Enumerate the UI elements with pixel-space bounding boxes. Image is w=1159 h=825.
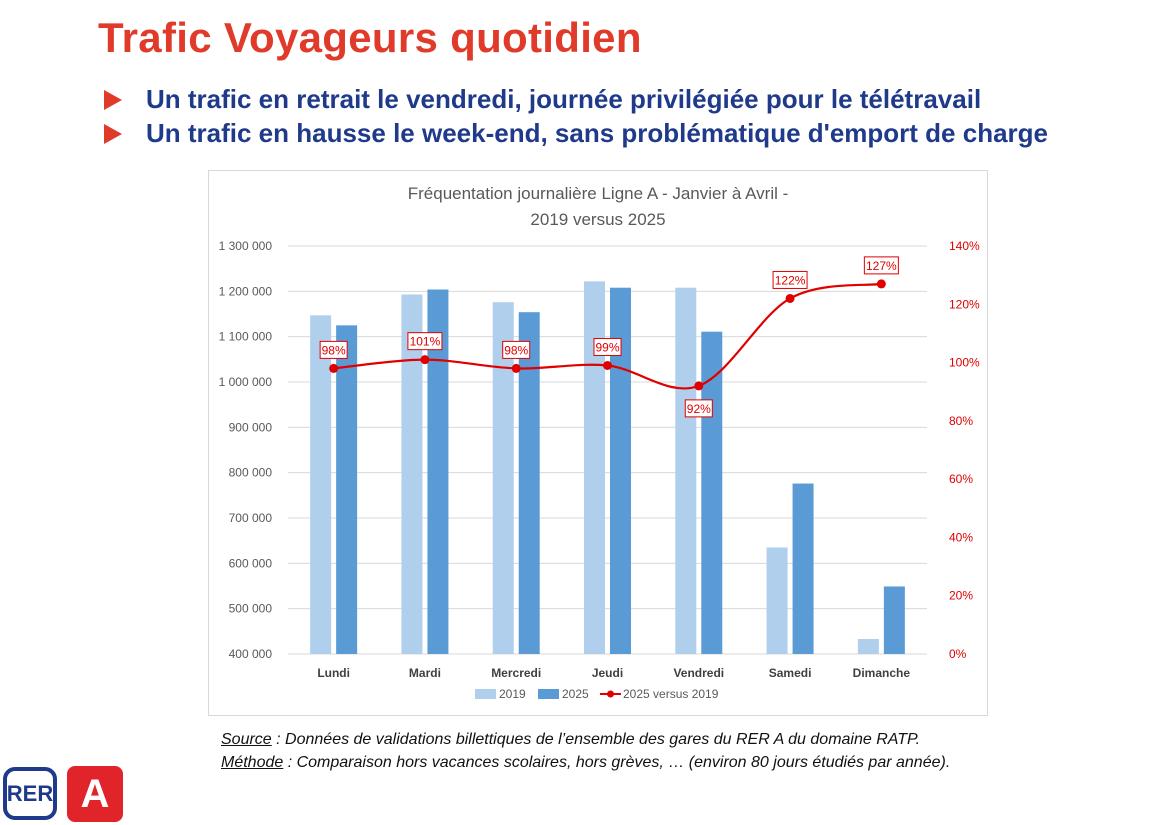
chart-svg: Fréquentation journalière Ligne A - Janv…: [219, 184, 980, 701]
ratio-point: [420, 355, 430, 365]
ratio-label-box: [319, 340, 348, 359]
ratio-label-box: [502, 340, 531, 359]
page-title: Trafic Voyageurs quotidien: [98, 14, 642, 61]
ratio-label: 127%: [866, 259, 897, 273]
ratio-label: 98%: [322, 343, 346, 357]
ratio-label: 98%: [504, 343, 528, 357]
source-text: : Données de validations billettiques de…: [271, 731, 921, 748]
ratio-line: 98% 101% 98% 99% 92% 122% 127%: [319, 256, 899, 418]
legend-marker-ratio: [607, 690, 614, 698]
x-tick-label: Vendredi: [673, 666, 724, 680]
source-line: Source : Données de validations billetti…: [221, 728, 950, 751]
x-tick-label: Samedi: [769, 666, 812, 680]
ratio-label-box: [407, 332, 443, 351]
method-line: Méthode : Comparaison hors vacances scol…: [221, 751, 950, 774]
bars: [310, 281, 905, 654]
x-tick-label: Lundi: [317, 666, 350, 680]
bar-2019: [492, 302, 514, 654]
y-tick-label: 1 000 000: [219, 375, 273, 389]
bar-2025: [701, 331, 723, 654]
legend-label-2019: 2019: [499, 687, 526, 701]
source-notes: Source : Données de validations billetti…: [221, 728, 950, 774]
y2-tick-label: 20%: [949, 589, 973, 603]
bar-2019: [766, 547, 788, 654]
bar-2025: [792, 483, 814, 654]
ratio-point: [785, 293, 795, 303]
x-tick-label: Mardi: [409, 666, 441, 680]
y-tick-label: 1 100 000: [219, 330, 273, 344]
ratio-point: [511, 363, 521, 373]
ratio-label: 99%: [595, 340, 619, 354]
y-tick-label: 900 000: [229, 420, 273, 434]
bar-2025: [336, 325, 358, 654]
bullet-text: Un trafic en retrait le vendredi, journé…: [146, 84, 982, 114]
bullet-item: Un trafic en retrait le vendredi, journé…: [104, 84, 981, 115]
rer-logo: RER: [3, 767, 57, 820]
bar-2025: [610, 287, 631, 654]
ratio-label: 101%: [410, 335, 441, 349]
x-tick-label: Jeudi: [592, 666, 623, 680]
bar-2025: [518, 312, 540, 654]
y2-tick-label: 120%: [949, 297, 980, 311]
y2-tick-label: 0%: [949, 647, 967, 661]
legend-swatch-2019: [475, 689, 496, 699]
ratio-label-box: [772, 270, 808, 289]
ratio-label: 92%: [687, 402, 711, 416]
x-tick-label: Dimanche: [853, 666, 911, 680]
y2-tick-label: 100%: [949, 356, 980, 370]
triangle-bullet-icon: [104, 123, 122, 144]
triangle-bullet-icon: [104, 89, 122, 110]
y-tick-label: 1 200 000: [219, 284, 273, 298]
legend: 2019 2025 2025 versus 2019: [475, 687, 719, 701]
bullet-item: Un trafic en hausse le week-end, sans pr…: [104, 118, 1048, 149]
bar-2019: [675, 287, 697, 654]
y-tick-label: 1 300 000: [219, 239, 273, 253]
bar-2025: [883, 586, 905, 654]
y2-tick-label: 140%: [949, 239, 980, 253]
y-tick-label: 500 000: [229, 602, 273, 616]
y2-tick-label: 40%: [949, 530, 973, 544]
legend-swatch-2025: [538, 689, 559, 699]
legend-label-ratio: 2025 versus 2019: [623, 687, 719, 701]
ratio-point: [603, 360, 612, 370]
ratio-point: [876, 279, 886, 289]
bar-2019: [401, 294, 423, 654]
y-tick-label: 800 000: [229, 466, 273, 480]
ratio-label: 122%: [775, 273, 806, 287]
method-label: Méthode: [221, 754, 284, 771]
line-a-logo: A: [67, 766, 123, 822]
ratio-label-box: [684, 399, 713, 418]
bar-2025: [427, 289, 449, 654]
method-text: : Comparaison hors vacances scolaires, h…: [283, 754, 951, 771]
chart-title-line-2: 2019 versus 2025: [530, 210, 665, 229]
bar-2019: [584, 281, 605, 654]
axes: 400 000 500 000 600 000 700 000 800 000 900 0…: [219, 239, 980, 680]
y2-tick-label: 60%: [949, 472, 973, 486]
bullet-text: Un trafic en hausse le week-end, sans pr…: [146, 118, 1048, 148]
bar-2019: [310, 315, 332, 654]
bar-2019: [857, 639, 879, 654]
x-tick-label: Mercredi: [491, 666, 541, 680]
ratio-point: [329, 363, 339, 373]
chart-title-line-1: Fréquentation journalière Ligne A - Janv…: [408, 184, 789, 203]
gridlines: [288, 245, 927, 655]
y2-tick-label: 80%: [949, 414, 973, 428]
ratio-label-box: [863, 256, 899, 275]
ratio-label-box: [593, 337, 622, 356]
y-tick-label: 600 000: [229, 556, 273, 570]
source-label: Source: [221, 731, 272, 748]
y-tick-label: 700 000: [229, 511, 273, 525]
ratio-point: [694, 381, 704, 391]
y-tick-label: 400 000: [229, 647, 273, 661]
legend-label-2025: 2025: [562, 687, 589, 701]
chart-container: Fréquentation journalière Ligne A - Janv…: [208, 170, 988, 716]
